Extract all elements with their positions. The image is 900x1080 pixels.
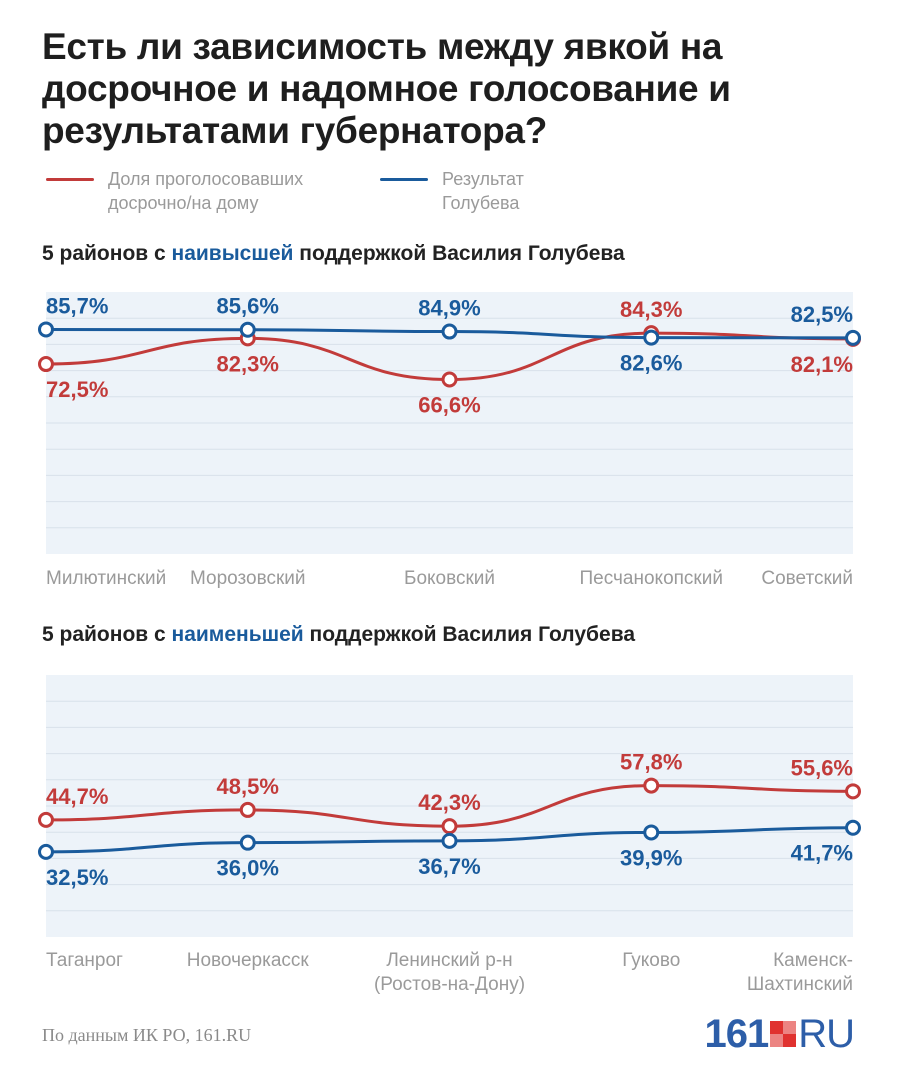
section-title-top-highlight: наивысшей xyxy=(171,242,294,265)
section-title-bottom-post: поддержкой Василия Голубева xyxy=(303,623,636,646)
source-note: По данным ИК РО, 161.RU xyxy=(42,1025,252,1045)
data-point-result xyxy=(643,824,660,841)
data-label-early: 44,7% xyxy=(46,784,108,809)
legend-label-result: Результат Голубева xyxy=(442,169,524,213)
category-label: Гуково xyxy=(622,950,680,971)
data-point-result xyxy=(239,834,256,851)
data-point-result xyxy=(441,323,458,340)
data-label-result: 32,5% xyxy=(46,865,108,890)
data-label-early: 82,3% xyxy=(217,351,279,376)
data-point-result xyxy=(845,819,861,836)
logo-161ru: 161 RU xyxy=(704,1011,855,1056)
data-label-early: 48,5% xyxy=(217,774,279,799)
data-label-early: 57,8% xyxy=(620,750,682,775)
data-point-result xyxy=(845,329,861,346)
category-label: Таганрог xyxy=(46,950,123,971)
section-title-top: 5 районов с наивысшей поддержкой Василия… xyxy=(42,242,625,266)
legend-item-early: Доля проголосовавших досрочно/на дому xyxy=(46,167,368,215)
category-label: Ленинский р-н (Ростов-на-Дону) xyxy=(374,950,525,995)
data-label-result: 82,5% xyxy=(791,302,853,327)
data-point-early xyxy=(441,371,458,388)
category-label: Морозовский xyxy=(190,568,306,589)
section-title-bottom-highlight: наименьшей xyxy=(171,623,304,646)
section-title-top-post: поддержкой Василия Голубева xyxy=(293,242,625,265)
section-title-top-pre: 5 районов с xyxy=(42,242,172,265)
data-point-result xyxy=(239,321,256,338)
data-point-result xyxy=(38,321,54,338)
data-label-result: 85,6% xyxy=(217,294,279,319)
data-label-result: 82,6% xyxy=(620,351,682,376)
legend-swatch-result xyxy=(380,178,428,181)
data-label-early: 55,6% xyxy=(791,755,853,780)
category-label: Песчанокопский xyxy=(580,568,723,589)
legend: Доля проголосовавших досрочно/на дому Ре… xyxy=(46,167,866,223)
legend-item-result: Результат Голубева xyxy=(380,167,572,215)
section-title-bottom: 5 районов с наименьшей поддержкой Васили… xyxy=(42,623,635,647)
logo-mark-icon xyxy=(770,1021,797,1047)
data-label-early: 72,5% xyxy=(46,377,108,402)
data-point-result xyxy=(643,329,660,346)
data-point-early xyxy=(643,777,660,794)
section-title-bottom-pre: 5 районов с xyxy=(42,623,172,646)
data-point-early xyxy=(441,818,458,835)
chart-top: 72,5% 82,3% 66,6% 84,3% 82,1% 85,7% 85,6% 84,9%… xyxy=(38,292,861,589)
data-label-early: 66,6% xyxy=(418,393,480,418)
data-point-early xyxy=(38,811,54,828)
data-label-result: 36,0% xyxy=(217,856,279,881)
data-label-early: 82,1% xyxy=(791,352,853,377)
category-label: Каменск-Шахтинский xyxy=(747,950,853,995)
data-label-early: 84,3% xyxy=(620,297,682,322)
category-label: Новочеркасск xyxy=(187,950,310,971)
legend-label-early: Доля проголосовавших досрочно/на дому xyxy=(108,169,304,213)
category-label: Советский xyxy=(761,568,853,589)
chart-title: Есть ли зависимость между явкой на досро… xyxy=(42,26,731,151)
legend-swatch-early xyxy=(46,178,94,181)
logo-number: 161 xyxy=(704,1011,769,1056)
data-label-result: 84,9% xyxy=(418,296,480,321)
data-point-result xyxy=(38,843,54,860)
category-label: Боковский xyxy=(404,568,495,589)
data-label-early: 42,3% xyxy=(418,790,480,815)
data-point-early xyxy=(239,801,256,818)
data-label-result: 41,7% xyxy=(791,841,853,866)
category-label: Милютинский xyxy=(46,568,166,589)
data-point-early xyxy=(38,356,54,373)
chart-bottom: 44,7% 48,5% 42,3% 57,8% 55,6% 32,5% 36,0% 36,7%… xyxy=(38,675,861,995)
data-label-result: 39,9% xyxy=(620,845,682,870)
data-point-early xyxy=(845,783,861,800)
data-label-result: 85,7% xyxy=(46,293,108,318)
data-point-result xyxy=(441,832,458,849)
data-label-result: 36,7% xyxy=(418,854,480,879)
logo-ru: RU xyxy=(798,1011,855,1056)
